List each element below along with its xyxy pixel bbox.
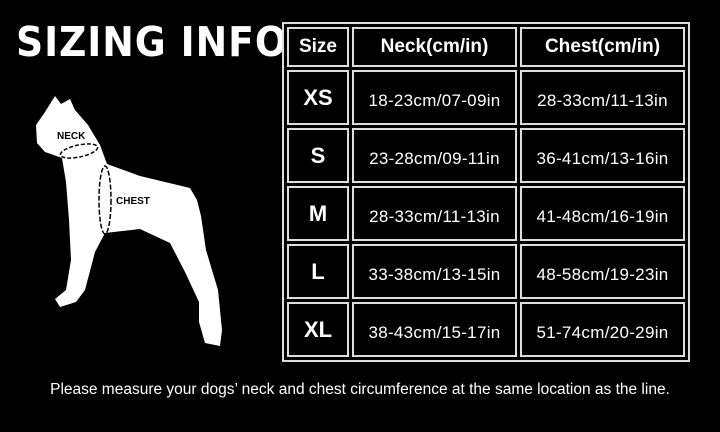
table-header-row: Size Neck(cm/in) Chest(cm/in) bbox=[287, 27, 685, 67]
dog-silhouette bbox=[36, 96, 222, 346]
header-chest: Chest(cm/in) bbox=[520, 27, 685, 67]
table-row: XS 18-23cm/07-09in 28-33cm/11-13in bbox=[287, 70, 685, 125]
header-neck: Neck(cm/in) bbox=[352, 27, 517, 67]
neck-cell: 38-43cm/15-17in bbox=[352, 302, 517, 357]
size-cell: M bbox=[287, 186, 349, 241]
chest-cell: 51-74cm/20-29in bbox=[520, 302, 685, 357]
neck-measure-line bbox=[59, 143, 99, 159]
page-title: SIZING INFO bbox=[16, 18, 288, 66]
neck-cell: 18-23cm/07-09in bbox=[352, 70, 517, 125]
chest-cell: 48-58cm/19-23in bbox=[520, 244, 685, 299]
table-row: S 23-28cm/09-11in 36-41cm/13-16in bbox=[287, 128, 685, 183]
dog-silhouette-diagram: NECK CHEST bbox=[36, 96, 222, 346]
header-size: Size bbox=[287, 27, 349, 67]
neck-cell: 33-38cm/13-15in bbox=[352, 244, 517, 299]
size-cell: S bbox=[287, 128, 349, 183]
chest-measure-line bbox=[98, 165, 112, 235]
sizing-table: Size Neck(cm/in) Chest(cm/in) XS 18-23cm… bbox=[282, 22, 690, 362]
size-cell: L bbox=[287, 244, 349, 299]
size-cell: XL bbox=[287, 302, 349, 357]
chest-cell: 41-48cm/16-19in bbox=[520, 186, 685, 241]
chest-cell: 36-41cm/13-16in bbox=[520, 128, 685, 183]
table-row: M 28-33cm/11-13in 41-48cm/16-19in bbox=[287, 186, 685, 241]
chest-cell: 28-33cm/11-13in bbox=[520, 70, 685, 125]
measurement-note: Please measure your dogs’ neck and chest… bbox=[50, 381, 670, 398]
neck-label: NECK bbox=[57, 131, 86, 142]
size-cell: XS bbox=[287, 70, 349, 125]
neck-cell: 28-33cm/11-13in bbox=[352, 186, 517, 241]
neck-cell: 23-28cm/09-11in bbox=[352, 128, 517, 183]
chest-label: CHEST bbox=[116, 196, 150, 207]
table-row: L 33-38cm/13-15in 48-58cm/19-23in bbox=[287, 244, 685, 299]
table-row: XL 38-43cm/15-17in 51-74cm/20-29in bbox=[287, 302, 685, 357]
